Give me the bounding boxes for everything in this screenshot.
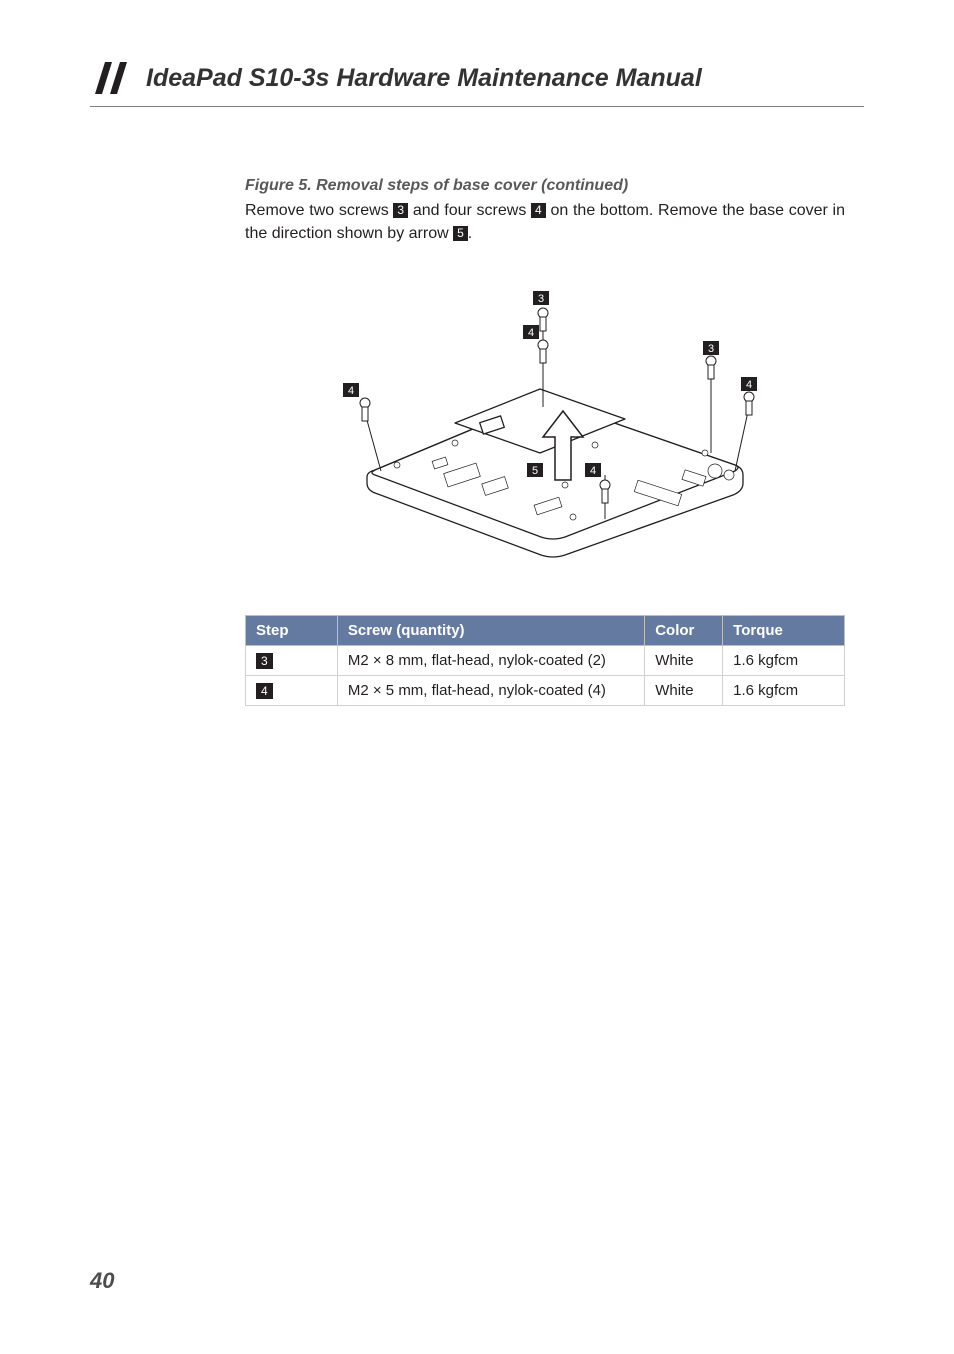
th-color: Color (645, 616, 723, 646)
page-number: 40 (90, 1268, 114, 1294)
figure-caption: Figure 5. Removal steps of base cover (c… (245, 177, 845, 195)
th-torque: Torque (723, 616, 845, 646)
callout-5: 5 (527, 463, 543, 477)
callout-3b: 3 (703, 341, 719, 355)
callout-4b: 4 (741, 377, 757, 391)
th-screw: Screw (quantity) (337, 616, 644, 646)
instr-part-0: Remove two screws (245, 202, 393, 219)
page-header: IdeaPad S10-3s Hardware Maintenance Manu… (90, 60, 864, 96)
inline-callout-5: 5 (453, 226, 468, 241)
brand-slashes-icon (90, 60, 132, 96)
svg-text:3: 3 (538, 293, 544, 305)
instr-part-3: . (468, 225, 472, 242)
svg-text:4: 4 (348, 385, 354, 397)
table-row: 4 M2 × 5 mm, flat-head, nylok-coated (4)… (246, 676, 845, 706)
svg-text:4: 4 (590, 465, 596, 477)
svg-text:4: 4 (746, 379, 752, 391)
table-row: 3 M2 × 8 mm, flat-head, nylok-coated (2)… (246, 646, 845, 676)
base-cover-diagram: 3 4 3 4 4 4 5 (305, 275, 785, 575)
cell-color: White (645, 676, 723, 706)
screw-4b (735, 392, 754, 471)
cell-torque: 1.6 kgfcm (723, 646, 845, 676)
cell-step: 3 (246, 646, 338, 676)
cell-screw: M2 × 5 mm, flat-head, nylok-coated (4) (337, 676, 644, 706)
th-step: Step (246, 616, 338, 646)
callout-3a: 3 (533, 291, 549, 305)
screw-3b (706, 356, 716, 453)
cell-screw: M2 × 8 mm, flat-head, nylok-coated (2) (337, 646, 644, 676)
table-header-row: Step Screw (quantity) Color Torque (246, 616, 845, 646)
inline-callout-3: 3 (393, 203, 408, 218)
svg-text:5: 5 (532, 465, 538, 477)
step-badge: 3 (256, 653, 273, 669)
screw-4c (360, 398, 381, 471)
cell-step: 4 (246, 676, 338, 706)
svg-text:3: 3 (708, 343, 714, 355)
instr-part-1: and four screws (408, 202, 531, 219)
screw-table: Step Screw (quantity) Color Torque 3 M2 … (245, 615, 845, 706)
cell-color: White (645, 646, 723, 676)
svg-text:4: 4 (528, 327, 534, 339)
step-badge: 4 (256, 683, 273, 699)
callout-4d: 4 (585, 463, 601, 477)
callout-4a: 4 (523, 325, 539, 339)
header-rule (90, 106, 864, 107)
inline-callout-4: 4 (531, 203, 546, 218)
manual-title: IdeaPad S10-3s Hardware Maintenance Manu… (146, 64, 702, 93)
figure-instruction: Remove two screws 3 and four screws 4 on… (245, 199, 845, 245)
cell-torque: 1.6 kgfcm (723, 676, 845, 706)
callout-4c: 4 (343, 383, 359, 397)
